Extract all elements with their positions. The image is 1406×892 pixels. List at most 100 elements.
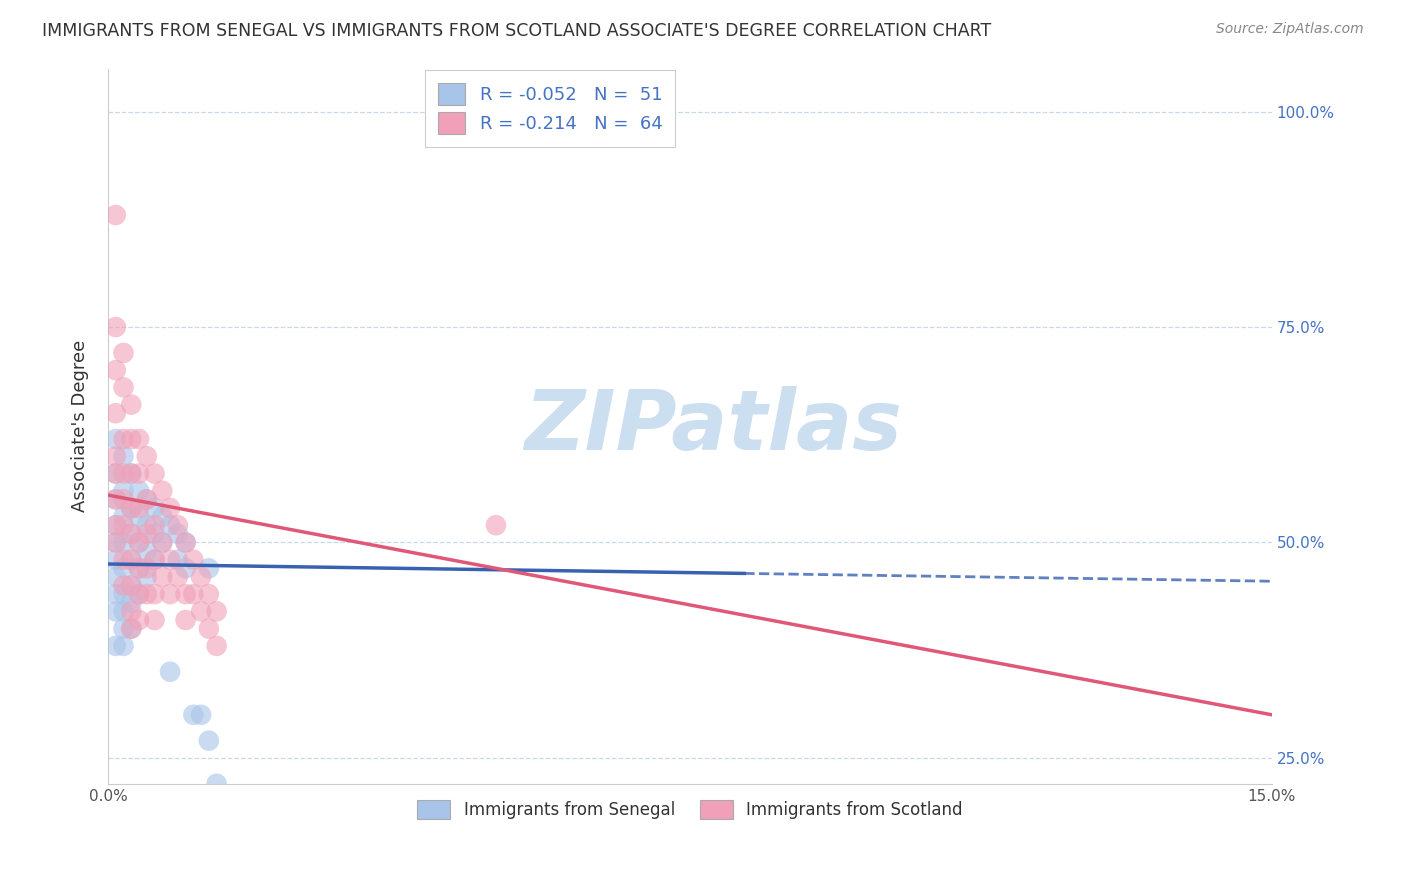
Point xyxy=(104,518,127,533)
Point xyxy=(120,552,142,566)
Point xyxy=(120,552,142,566)
Point xyxy=(120,622,142,636)
Point xyxy=(112,561,135,575)
Point xyxy=(104,208,127,222)
Point xyxy=(174,613,197,627)
Point xyxy=(120,526,142,541)
Point xyxy=(112,587,135,601)
Point xyxy=(150,509,173,524)
Point xyxy=(205,639,228,653)
Point xyxy=(143,526,166,541)
Text: ZIPatlas: ZIPatlas xyxy=(524,385,903,467)
Point xyxy=(112,380,135,394)
Point xyxy=(135,570,157,584)
Point xyxy=(120,526,142,541)
Point xyxy=(112,492,135,507)
Text: Source: ZipAtlas.com: Source: ZipAtlas.com xyxy=(1216,22,1364,37)
Point xyxy=(120,596,142,610)
Point xyxy=(128,535,150,549)
Point xyxy=(104,467,127,481)
Point xyxy=(128,535,150,549)
Y-axis label: Associate's Degree: Associate's Degree xyxy=(72,340,89,512)
Point xyxy=(150,483,173,498)
Point xyxy=(174,535,197,549)
Point xyxy=(166,518,188,533)
Point xyxy=(120,500,142,515)
Point xyxy=(135,492,157,507)
Point xyxy=(150,570,173,584)
Point xyxy=(104,406,127,420)
Point xyxy=(104,604,127,618)
Point xyxy=(159,587,181,601)
Point xyxy=(159,552,181,566)
Point xyxy=(112,639,135,653)
Point xyxy=(104,639,127,653)
Point xyxy=(135,518,157,533)
Point xyxy=(143,552,166,566)
Point xyxy=(120,467,142,481)
Point xyxy=(183,552,205,566)
Point xyxy=(128,587,150,601)
Text: IMMIGRANTS FROM SENEGAL VS IMMIGRANTS FROM SCOTLAND ASSOCIATE'S DEGREE CORRELATI: IMMIGRANTS FROM SENEGAL VS IMMIGRANTS FR… xyxy=(42,22,991,40)
Point xyxy=(159,665,181,679)
Point xyxy=(143,613,166,627)
Point xyxy=(128,561,150,575)
Point xyxy=(190,707,212,722)
Point xyxy=(198,733,221,747)
Point xyxy=(135,561,157,575)
Point xyxy=(104,363,127,377)
Point xyxy=(166,526,188,541)
Point xyxy=(794,815,817,830)
Point xyxy=(135,544,157,558)
Point xyxy=(120,578,142,592)
Point xyxy=(128,432,150,446)
Point xyxy=(104,432,127,446)
Point xyxy=(205,777,228,791)
Point xyxy=(104,535,127,549)
Point xyxy=(104,535,127,549)
Point xyxy=(143,500,166,515)
Point xyxy=(112,578,135,592)
Point xyxy=(128,483,150,498)
Point xyxy=(135,526,157,541)
Point xyxy=(135,492,157,507)
Point xyxy=(104,492,127,507)
Point xyxy=(112,432,135,446)
Legend: Immigrants from Senegal, Immigrants from Scotland: Immigrants from Senegal, Immigrants from… xyxy=(411,793,970,825)
Point xyxy=(120,500,142,515)
Point xyxy=(104,467,127,481)
Point xyxy=(112,622,135,636)
Point xyxy=(120,604,142,618)
Point xyxy=(128,509,150,524)
Point xyxy=(128,500,150,515)
Point xyxy=(120,622,142,636)
Point xyxy=(190,570,212,584)
Point xyxy=(174,535,197,549)
Point xyxy=(104,492,127,507)
Point xyxy=(135,450,157,464)
Point xyxy=(112,483,135,498)
Point xyxy=(143,552,166,566)
Point xyxy=(174,587,197,601)
Point xyxy=(198,561,221,575)
Point xyxy=(128,587,150,601)
Point xyxy=(143,587,166,601)
Point xyxy=(150,535,173,549)
Point xyxy=(183,587,205,601)
Point xyxy=(190,604,212,618)
Point xyxy=(104,587,127,601)
Point xyxy=(143,518,166,533)
Point xyxy=(174,561,197,575)
Point xyxy=(112,509,135,524)
Point xyxy=(120,432,142,446)
Point xyxy=(143,467,166,481)
Point xyxy=(159,500,181,515)
Point xyxy=(166,570,188,584)
Point xyxy=(104,320,127,334)
Point xyxy=(135,587,157,601)
Point xyxy=(112,535,135,549)
Point xyxy=(159,518,181,533)
Point xyxy=(150,535,173,549)
Point xyxy=(104,552,127,566)
Point xyxy=(112,552,135,566)
